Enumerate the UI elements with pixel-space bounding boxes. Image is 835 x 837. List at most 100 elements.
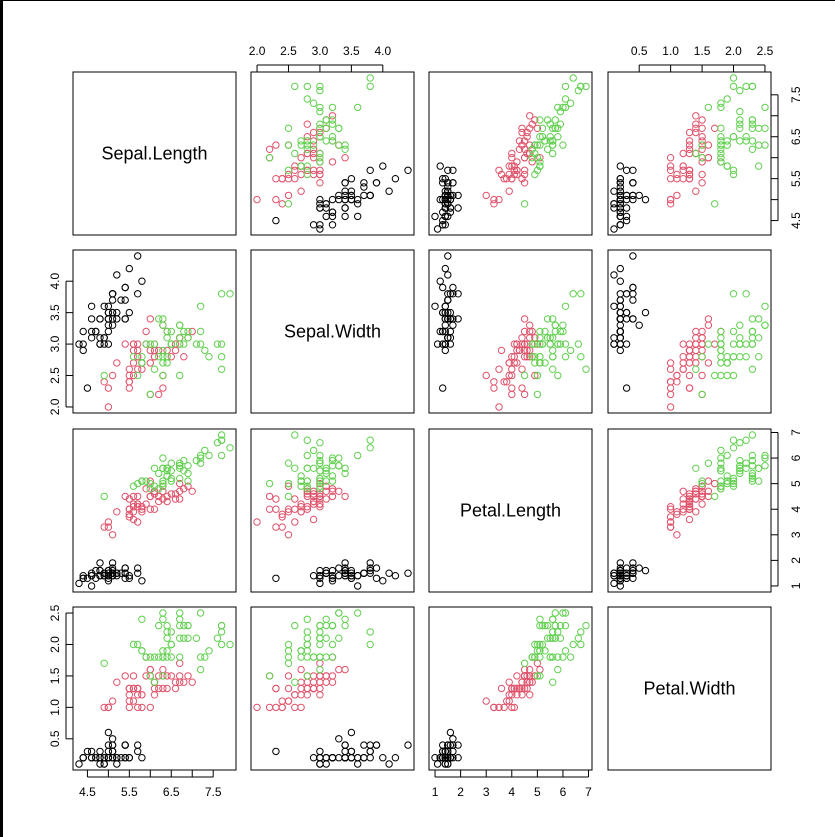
point-versicolor-13-r3c1 bbox=[146, 505, 155, 513]
point-virginica-30-r1c3 bbox=[554, 103, 562, 112]
point-setosa-44-r3c4 bbox=[641, 566, 650, 575]
point-setosa-32-r3c4 bbox=[629, 569, 637, 577]
point-virginica-13-r4c2 bbox=[316, 634, 324, 642]
point-virginica-44-r2c4 bbox=[748, 327, 757, 336]
point-virginica-34-r4c2 bbox=[303, 672, 311, 680]
point-versicolor-16-r4c2 bbox=[322, 678, 330, 686]
point-versicolor-28-r4c3 bbox=[533, 659, 542, 667]
point-versicolor-24-r4c2 bbox=[303, 691, 311, 699]
point-versicolor-32-r4c2 bbox=[278, 703, 286, 712]
point-virginica-48-r2c3 bbox=[538, 340, 547, 348]
point-versicolor-6-r4c3 bbox=[520, 684, 529, 693]
point-virginica-27-r1c2 bbox=[303, 145, 311, 154]
point-versicolor-50-r1c4 bbox=[685, 166, 694, 175]
point-versicolor-24-r3c1 bbox=[150, 487, 159, 495]
point-versicolor-10-r4c2 bbox=[297, 678, 305, 686]
point-setosa-33-r2c4 bbox=[610, 271, 618, 279]
point-versicolor-8-r2c1 bbox=[100, 378, 108, 386]
point-setosa-41-r2c3 bbox=[439, 308, 447, 317]
point-virginica-8-r1c2 bbox=[309, 99, 318, 107]
point-setosa-14-r4c3 bbox=[433, 760, 442, 768]
point-versicolor-16-r1c3 bbox=[518, 124, 526, 133]
x-tick-label-petal-width-1: 1.0 bbox=[662, 44, 679, 58]
point-versicolor-41-r2c3 bbox=[518, 365, 526, 373]
point-versicolor-20-r3c2 bbox=[284, 508, 293, 516]
point-virginica-36-r1c2 bbox=[316, 82, 324, 91]
point-virginica-40-r3c2 bbox=[322, 469, 330, 478]
point-versicolor-33-r2c4 bbox=[679, 359, 687, 367]
point-setosa-49-r3c1 bbox=[117, 569, 125, 577]
point-versicolor-11-r2c1 bbox=[104, 403, 113, 411]
point-virginica-33-r2c4 bbox=[742, 353, 750, 361]
point-versicolor-30-r3c1 bbox=[134, 518, 142, 526]
point-setosa-45-r4c3 bbox=[454, 741, 462, 749]
point-versicolor-7-r3c2 bbox=[335, 487, 343, 495]
point-setosa-38-r4c1 bbox=[100, 760, 108, 768]
point-setosa-30-r1c3 bbox=[446, 208, 455, 216]
point-virginica-39-r4c1 bbox=[146, 653, 155, 661]
point-versicolor-3-r1c4 bbox=[698, 116, 706, 124]
point-virginica-7-r2c1 bbox=[100, 371, 108, 380]
point-virginica-49-r2c1 bbox=[155, 315, 163, 323]
point-setosa-32-r1c2 bbox=[341, 179, 349, 187]
point-virginica-48-r1c4 bbox=[729, 133, 738, 141]
point-virginica-1-r1c2 bbox=[335, 141, 343, 149]
point-virginica-11-r1c2 bbox=[328, 133, 337, 141]
point-versicolor-10-r1c4 bbox=[692, 187, 700, 195]
y-tick-label-petal-width-2: 1.5 bbox=[48, 667, 62, 684]
point-virginica-22-r4c3 bbox=[531, 640, 539, 649]
point-virginica-30-r4c3 bbox=[554, 665, 562, 674]
point-virginica-35-r4c2 bbox=[291, 678, 299, 686]
point-setosa-22-r2c1 bbox=[108, 296, 117, 304]
point-virginica-35-r1c2 bbox=[291, 149, 299, 158]
point-versicolor-1-r2c1 bbox=[188, 327, 196, 336]
point-setosa-41-r3c2 bbox=[347, 574, 356, 582]
point-virginica-41-r2c4 bbox=[755, 334, 763, 342]
point-setosa-32-r1c3 bbox=[444, 179, 452, 187]
point-setosa-32-r4c1 bbox=[121, 741, 129, 749]
point-versicolor-41-r1c2 bbox=[291, 175, 299, 183]
point-virginica-20-r1c2 bbox=[265, 154, 274, 162]
point-setosa-47-r2c3 bbox=[446, 290, 455, 298]
point-versicolor-1-r1c2 bbox=[328, 112, 337, 120]
point-virginica-31-r2c4 bbox=[723, 353, 731, 361]
point-setosa-39-r2c3 bbox=[439, 340, 447, 348]
point-setosa-24-r1c4 bbox=[635, 191, 643, 200]
point-virginica-10-r2c4 bbox=[761, 302, 769, 310]
point-virginica-18-r4c3 bbox=[577, 628, 585, 636]
point-virginica-1-r3c4 bbox=[761, 454, 769, 462]
point-setosa-16-r1c4 bbox=[629, 166, 637, 175]
point-versicolor-18-r1c4 bbox=[666, 162, 675, 170]
point-setosa-14-r2c3 bbox=[433, 340, 442, 348]
point-versicolor-35-r1c4 bbox=[698, 179, 706, 187]
point-versicolor-30-r2c3 bbox=[495, 365, 503, 373]
x-tick-label-sepal-width-2: 3.0 bbox=[312, 44, 329, 58]
point-virginica-38-r1c4 bbox=[717, 137, 725, 145]
point-setosa-27-r3c4 bbox=[629, 566, 637, 575]
point-virginica-46-r1c4 bbox=[748, 124, 757, 133]
point-versicolor-49-r3c4 bbox=[673, 531, 681, 539]
point-versicolor-17-r4c1 bbox=[129, 672, 138, 680]
point-versicolor-30-r4c1 bbox=[134, 703, 142, 712]
point-virginica-32-r4c3 bbox=[569, 640, 577, 649]
point-virginica-25-r4c2 bbox=[335, 634, 343, 642]
point-virginica-26-r2c3 bbox=[559, 327, 567, 336]
point-setosa-24-r2c3 bbox=[449, 321, 457, 329]
point-versicolor-50-r2c4 bbox=[685, 353, 694, 361]
point-virginica-1-r4c1 bbox=[159, 609, 167, 617]
point-versicolor-24-r3c2 bbox=[303, 487, 311, 495]
x-tick-label-petal-length-5: 6 bbox=[560, 785, 567, 799]
point-versicolor-37-r4c3 bbox=[526, 672, 534, 680]
point-setosa-49-r1c3 bbox=[444, 183, 452, 191]
point-virginica-43-r1c2 bbox=[297, 162, 305, 170]
point-versicolor-38-r3c1 bbox=[159, 495, 167, 503]
point-versicolor-36-r1c3 bbox=[520, 154, 529, 162]
point-versicolor-7-r1c4 bbox=[704, 141, 713, 149]
point-setosa-17-r2c1 bbox=[121, 283, 129, 292]
panel-r1-c4 bbox=[607, 71, 772, 236]
point-virginica-35-r4c3 bbox=[549, 678, 557, 686]
point-setosa-47-r2c1 bbox=[108, 290, 117, 298]
point-virginica-50-r3c4 bbox=[717, 477, 725, 485]
point-virginica-15-r4c2 bbox=[303, 615, 311, 623]
point-setosa-48-r4c2 bbox=[328, 754, 337, 762]
